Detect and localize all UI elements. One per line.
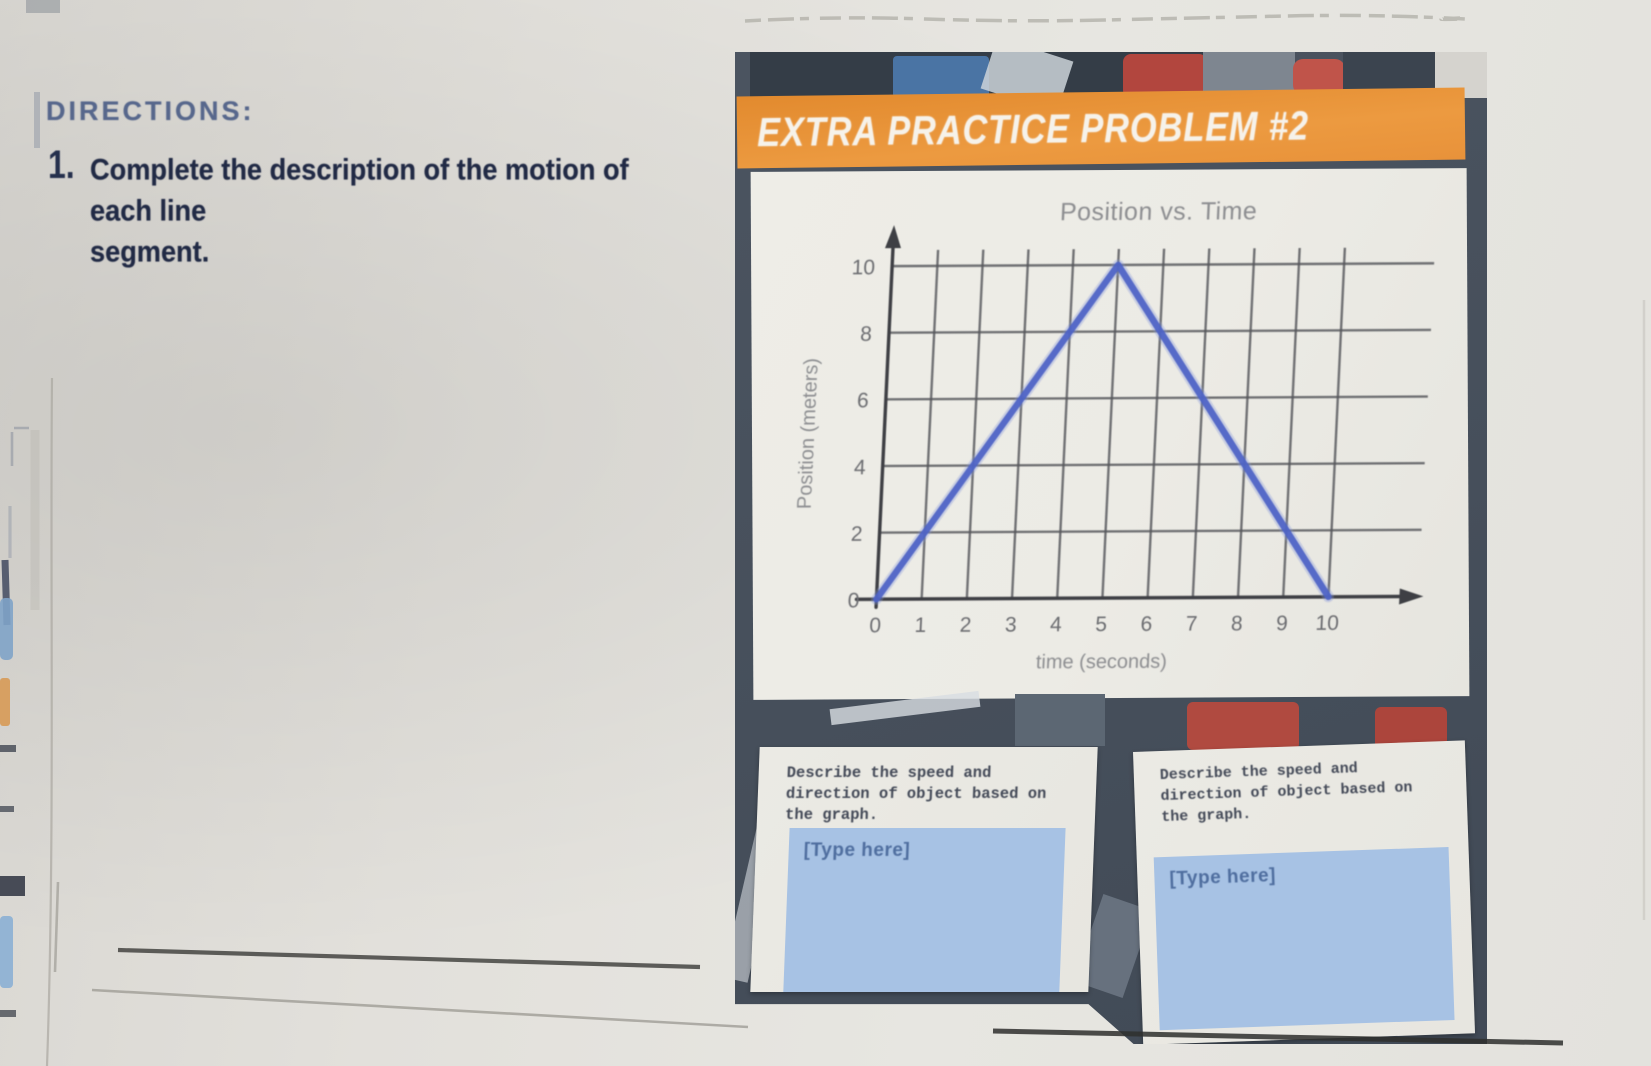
photo-slate-patch [1015,694,1105,746]
answer-box-right[interactable]: [Type here] [1153,847,1455,1031]
left-dark-mark [0,876,25,896]
position-time-chart: 0 2 4 6 8 10 0 1 2 3 4 5 6 7 8 9 10 Position vs. Time Posi… [794,197,1435,674]
item-text: Complete the description of the motion o… [90,149,649,272]
slide-photo: EXTRA PRACTICE PROBLEM #2 0 2 4 6 8 10 0 1 2 3 4 5 6… [735,52,1487,1045]
svg-text:4: 4 [853,456,866,479]
svg-text:8: 8 [1230,612,1243,635]
svg-text:6: 6 [857,389,870,412]
left-navy-dash [1,559,11,626]
svg-text:time (seconds): time (seconds) [1035,651,1167,674]
left-dash-1 [0,745,16,752]
graph-panel: 0 2 4 6 8 10 0 1 2 3 4 5 6 7 8 9 10 Position vs. Time Posi… [750,168,1470,700]
svg-text:1: 1 [914,614,927,637]
svg-text:7: 7 [1185,613,1198,636]
left-dash-3 [0,1010,16,1017]
top-squiggle-line [744,13,1466,23]
slide-banner: EXTRA PRACTICE PROBLEM #2 [736,87,1466,169]
top-left-dash [26,0,60,13]
left-bracket-mark-1 [10,426,29,466]
directions-item-1: 1. Complete the description of the motio… [46,143,666,268]
photo-blue-patch [893,56,989,98]
photo-red-patch-mid [1187,702,1299,750]
bottom-left-faint-line [91,988,749,1029]
card-left-prompt: Describe the speed and direction of obje… [785,763,1048,826]
type-here-right[interactable]: [Type here] [1169,865,1277,890]
svg-text:4: 4 [1050,613,1063,636]
left-orange-mark [0,678,10,726]
svg-text:0: 0 [869,614,882,637]
item-text-line1: Complete the description of the motion o… [90,153,629,227]
directions-section: DIRECTIONS: 1. Complete the description … [46,96,666,268]
svg-text:Position (meters): Position (meters) [794,358,823,509]
svg-text:2: 2 [850,523,863,546]
answer-box-left[interactable]: [Type here] [783,828,1066,992]
svg-text:8: 8 [860,323,873,346]
left-page-fold-line [45,377,54,1066]
svg-text:10: 10 [851,256,875,279]
bottom-left-dark-line [117,947,701,970]
slide-title: EXTRA PRACTICE PROBLEM #2 [756,101,1310,155]
card-left-prompt-line1: Describe the speed and [786,764,992,782]
photo-gray-patch-top [1203,52,1295,94]
svg-text:9: 9 [1276,612,1289,635]
answer-card-right: Describe the speed and direction of obje… [1133,740,1476,1045]
answer-card-left: Describe the speed and direction of obje… [750,747,1098,992]
directions-heading: DIRECTIONS: [46,96,255,126]
item-text-line2: segment. [90,235,210,268]
left-dash-2 [0,806,14,812]
card-left-prompt-line3: the graph. [784,806,879,824]
svg-text:0: 0 [847,589,860,612]
chart-group: 0 2 4 6 8 10 0 1 2 3 4 5 6 7 8 9 10 Position vs. Time Posi… [794,197,1435,674]
card-left-prompt-line2: direction of object based on [785,785,1047,803]
left-blue-strip [0,916,13,988]
type-here-left[interactable]: [Type here] [803,840,911,861]
left-vertical-faint [53,881,60,973]
svg-text:2: 2 [959,614,972,637]
card-right-prompt: Describe the speed and direction of obje… [1159,756,1413,828]
svg-text:Position vs. Time: Position vs. Time [1059,197,1258,226]
item-number: 1. [48,143,75,187]
svg-text:10: 10 [1315,612,1339,635]
svg-text:6: 6 [1140,613,1153,636]
left-blue-mark [0,598,13,660]
svg-text:5: 5 [1095,613,1108,636]
svg-text:3: 3 [1004,614,1017,637]
